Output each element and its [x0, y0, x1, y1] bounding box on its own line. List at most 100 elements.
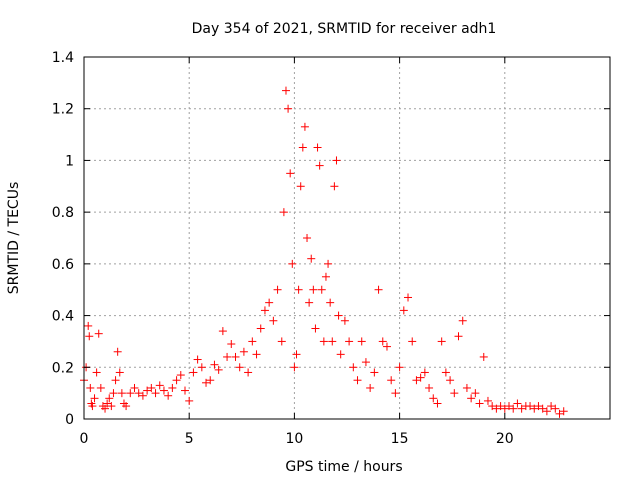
data-point [96, 383, 105, 392]
data-point [294, 285, 303, 294]
data-point [143, 386, 152, 395]
data-point [361, 358, 370, 367]
data-point [483, 396, 492, 405]
data-point [172, 376, 181, 385]
data-point [408, 337, 417, 346]
grid-lines [84, 57, 610, 419]
data-point [256, 324, 265, 333]
data-point [551, 404, 560, 413]
data-point [107, 402, 116, 411]
data-point [206, 376, 215, 385]
data-point [109, 389, 118, 398]
data-point [366, 383, 375, 392]
data-point [288, 259, 297, 268]
data-point [334, 311, 343, 320]
data-point [309, 285, 318, 294]
data-point [555, 409, 564, 418]
data-point [505, 402, 514, 411]
data-point [321, 272, 330, 281]
data-point [223, 352, 232, 361]
data-point [92, 368, 101, 377]
data-point [214, 365, 223, 374]
plot-frame [83, 56, 611, 420]
data-point [517, 404, 526, 413]
data-point [281, 86, 290, 95]
data-point [530, 404, 539, 413]
data-point [147, 383, 156, 392]
data-point [526, 402, 535, 411]
data-point [159, 386, 168, 395]
data-point [85, 332, 94, 341]
data-point [126, 389, 135, 398]
data-point [185, 396, 194, 405]
data-point [404, 293, 413, 302]
x-tick-label: 10 [285, 431, 303, 447]
data-point [542, 407, 551, 416]
data-point [492, 404, 501, 413]
data-point [441, 368, 450, 377]
data-point [374, 285, 383, 294]
data-point [180, 386, 189, 395]
data-point [113, 347, 122, 356]
y-tick-label: 1.4 [52, 50, 74, 66]
x-tick-label: 5 [185, 431, 194, 447]
data-point [450, 389, 459, 398]
data-point [513, 399, 522, 408]
data-point [303, 234, 312, 242]
data-point [260, 306, 269, 315]
data-point [252, 350, 261, 359]
data-point [353, 376, 362, 385]
data-point [357, 337, 366, 346]
data-point [298, 143, 307, 152]
data-point [479, 352, 488, 361]
data-point [509, 404, 518, 413]
data-point [231, 352, 240, 361]
data-point [189, 368, 198, 377]
data-point [103, 399, 112, 408]
data-point [284, 104, 293, 113]
data-point [202, 378, 211, 387]
data-point [332, 156, 341, 165]
data-point [290, 363, 299, 372]
data-point [330, 182, 339, 191]
data-point [122, 402, 131, 411]
data-point [378, 337, 387, 346]
data-point [86, 383, 95, 392]
axis-ticks: 0 5 10 15 20 0 0.2 0.4 0.6 0.8 1 1.2 1.4 [52, 50, 610, 447]
data-point [307, 254, 316, 263]
x-tick-label: 0 [80, 431, 89, 447]
y-axis-label: SRMTID / TECUs [6, 182, 22, 295]
data-point [349, 363, 358, 372]
data-point [130, 383, 139, 392]
data-point [300, 122, 309, 131]
data-point [210, 360, 219, 369]
data-point [269, 316, 278, 325]
data-point [399, 306, 408, 315]
data-point [239, 347, 248, 356]
data-point [235, 363, 244, 372]
chart-title: Day 354 of 2021, SRMTID for receiver adh… [192, 21, 497, 37]
data-point [277, 337, 286, 346]
data-point [416, 373, 425, 382]
data-points [80, 86, 568, 418]
x-tick-label: 20 [496, 431, 514, 447]
data-point [454, 332, 463, 341]
data-point [168, 383, 177, 392]
data-point [462, 383, 471, 392]
data-point [94, 329, 103, 338]
y-tick-label: 0.6 [52, 257, 74, 273]
data-point [420, 368, 429, 377]
data-point [279, 208, 288, 217]
data-point [340, 316, 349, 325]
data-point [412, 376, 421, 385]
data-point [90, 394, 99, 403]
data-point [273, 285, 282, 294]
data-point [336, 350, 345, 359]
data-point [88, 402, 97, 411]
data-point [433, 399, 442, 408]
data-point [84, 321, 93, 330]
data-point [324, 259, 333, 268]
data-point [429, 394, 438, 403]
data-point [155, 381, 164, 390]
